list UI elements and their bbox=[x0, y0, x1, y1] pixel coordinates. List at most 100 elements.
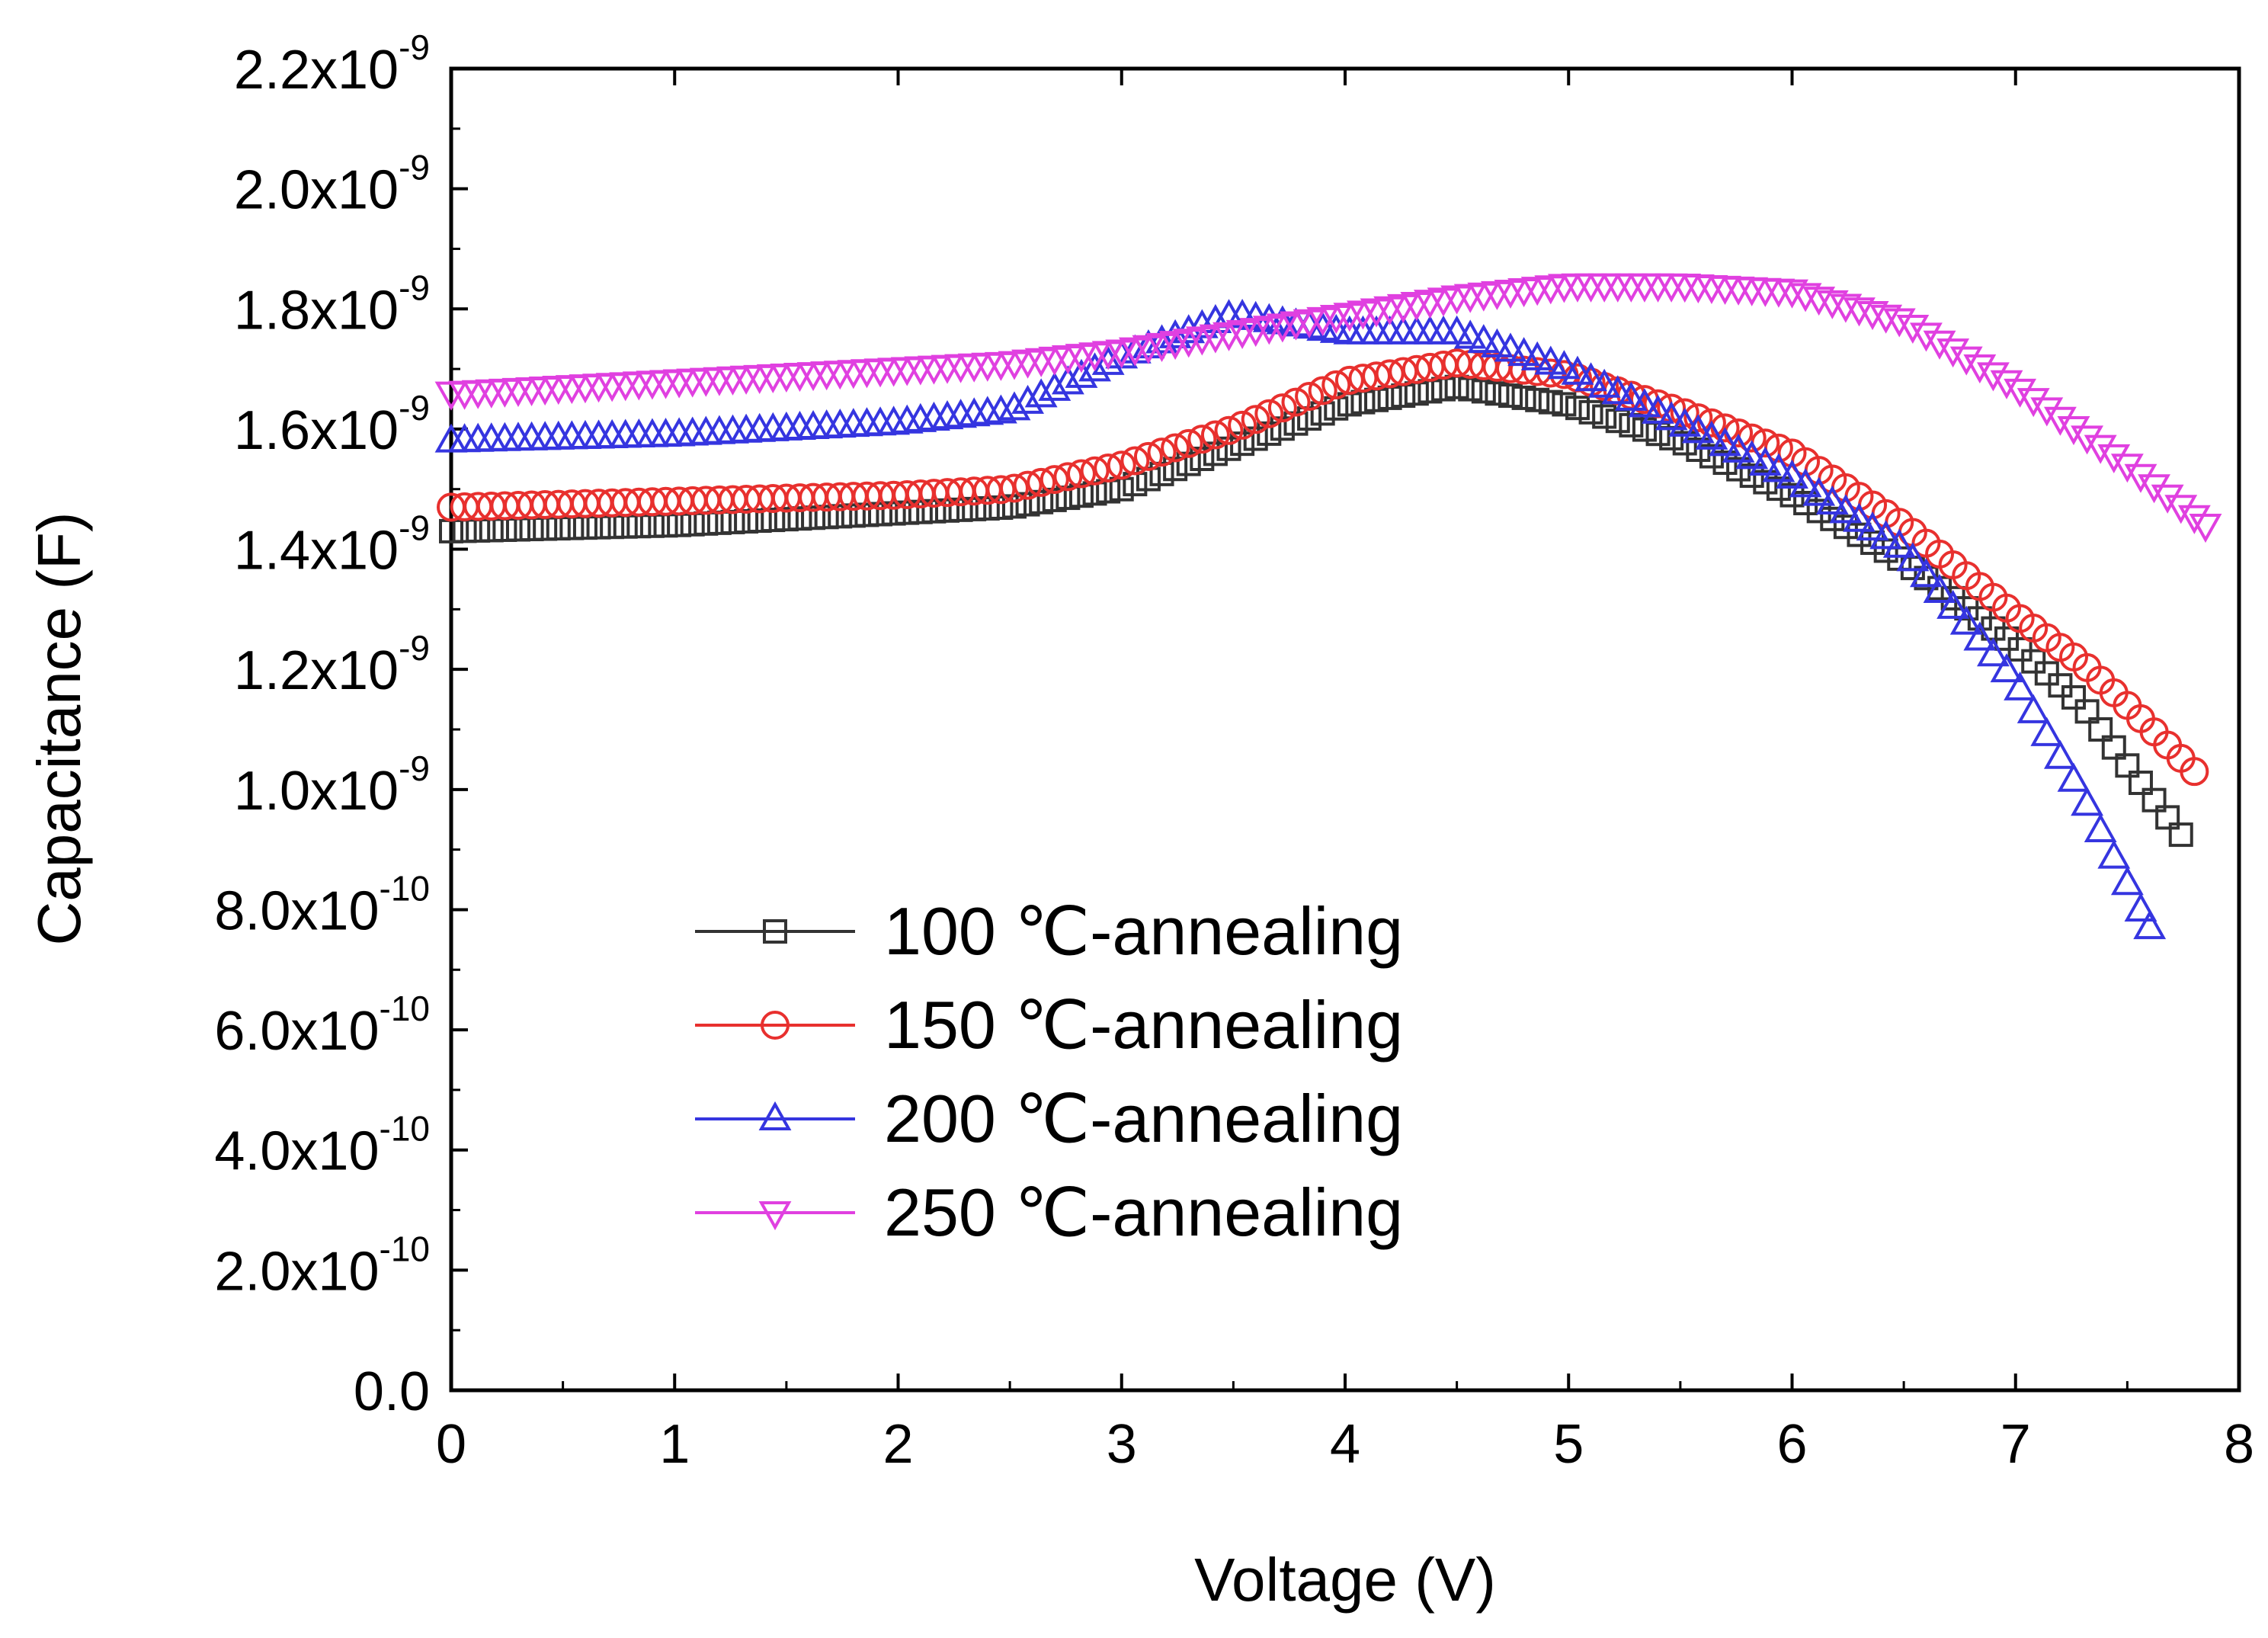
data-point bbox=[1065, 358, 1098, 388]
y-tick-label: 0.0 bbox=[354, 1361, 430, 1422]
x-tick-label: 8 bbox=[2224, 1414, 2254, 1475]
legend: 100 ℃-annealing 150 ℃-annealing 200 ℃-anne… bbox=[695, 893, 1403, 1250]
data-point bbox=[2168, 822, 2193, 848]
data-point bbox=[868, 502, 893, 527]
data-point bbox=[1949, 346, 1983, 376]
y-tick-mantissa: 1.0x10 bbox=[234, 761, 399, 822]
data-point bbox=[774, 507, 799, 532]
data-point bbox=[1843, 297, 1876, 327]
y-tick-label: 6.0x10-10 bbox=[214, 989, 430, 1062]
y-tick-mantissa: 1.4x10 bbox=[234, 521, 399, 582]
x-axis-title: Voltage (V) bbox=[1194, 1546, 1496, 1614]
y-tick-exponent: -9 bbox=[399, 628, 430, 668]
legend-item: 150 ℃-annealing bbox=[695, 987, 1403, 1063]
y-tick-mantissa: 1.2x10 bbox=[234, 640, 399, 701]
data-point bbox=[1695, 420, 1728, 450]
data-point bbox=[1053, 462, 1083, 492]
data-point bbox=[841, 503, 866, 528]
data-point bbox=[2141, 787, 2167, 813]
data-point bbox=[1511, 385, 1536, 410]
x-axis-ticks: 0 1 2 3 4 5 6 7 8 bbox=[436, 69, 2254, 1475]
data-point bbox=[1642, 394, 1674, 424]
data-point bbox=[1802, 476, 1836, 506]
data-point bbox=[2074, 699, 2100, 724]
data-point bbox=[1739, 463, 1764, 489]
y-tick-mantissa: 0.0 bbox=[354, 1361, 430, 1422]
data-point bbox=[1789, 468, 1822, 498]
data-point bbox=[1860, 531, 1885, 556]
data-point bbox=[1415, 352, 1445, 382]
data-point bbox=[2138, 474, 2170, 504]
data-point bbox=[1820, 506, 1845, 531]
y-tick-label: 4.0x10-10 bbox=[214, 1109, 430, 1182]
data-point bbox=[1038, 371, 1072, 401]
data-point bbox=[1107, 450, 1136, 480]
y-tick-label: 1.2x10-9 bbox=[234, 628, 430, 701]
data-point bbox=[828, 504, 853, 529]
data-series bbox=[434, 273, 2222, 940]
data-point bbox=[1628, 388, 1661, 418]
data-point bbox=[1856, 511, 1889, 541]
data-point bbox=[1655, 401, 1688, 431]
data-point bbox=[814, 505, 839, 530]
data-point bbox=[1882, 528, 1916, 558]
data-point bbox=[1722, 433, 1755, 463]
data-point bbox=[1375, 359, 1405, 389]
data-point bbox=[1295, 382, 1325, 412]
data-point bbox=[1681, 414, 1715, 444]
data-point bbox=[2030, 397, 2064, 427]
data-point bbox=[2115, 753, 2140, 778]
x-tick-label: 1 bbox=[659, 1414, 690, 1475]
data-point bbox=[1699, 444, 1724, 469]
data-point bbox=[1453, 319, 1487, 349]
data-point bbox=[1923, 573, 1956, 604]
data-point bbox=[1308, 376, 1337, 405]
legend-item: 100 ℃-annealing bbox=[695, 893, 1403, 969]
data-point bbox=[1440, 315, 1474, 345]
data-point bbox=[1712, 450, 1738, 476]
y-tick-mantissa: 2.0x10 bbox=[234, 160, 399, 221]
data-point bbox=[1091, 345, 1125, 375]
legend-item: 200 ℃-annealing bbox=[695, 1081, 1403, 1156]
data-point bbox=[1040, 465, 1069, 495]
data-point bbox=[2057, 762, 2090, 792]
data-point bbox=[984, 394, 1017, 424]
y-tick-exponent: -9 bbox=[399, 388, 430, 428]
series-square bbox=[439, 374, 2193, 848]
data-point bbox=[1080, 456, 1110, 486]
data-point bbox=[1614, 381, 1648, 411]
y-tick-exponent: -9 bbox=[399, 748, 430, 788]
series-triangle-up bbox=[434, 298, 2167, 940]
data-point bbox=[2017, 694, 2050, 723]
data-point bbox=[2101, 735, 2126, 760]
data-point bbox=[2043, 406, 2077, 436]
y-tick-label: 1.0x10-9 bbox=[234, 748, 430, 822]
y-tick-exponent: -9 bbox=[399, 508, 430, 548]
data-point bbox=[1833, 514, 1858, 540]
data-point bbox=[2088, 717, 2113, 742]
data-point bbox=[1094, 453, 1123, 482]
data-point bbox=[1174, 428, 1203, 458]
data-point bbox=[1843, 502, 1876, 532]
data-point bbox=[1565, 396, 1590, 421]
data-point bbox=[1815, 290, 1849, 319]
data-point bbox=[1401, 354, 1431, 384]
data-point bbox=[2084, 813, 2117, 842]
data-point bbox=[1051, 365, 1084, 395]
legend-item: 250 ℃-annealing bbox=[695, 1175, 1403, 1250]
data-point bbox=[1228, 410, 1257, 440]
y-tick-exponent: -9 bbox=[399, 148, 430, 188]
data-point bbox=[1829, 293, 1863, 323]
y-tick-exponent: -9 bbox=[399, 268, 430, 307]
data-point bbox=[1561, 355, 1594, 385]
data-point bbox=[1498, 383, 1523, 409]
data-point bbox=[921, 498, 947, 524]
data-point bbox=[1147, 438, 1177, 467]
y-axis-title: Capacitance (F) bbox=[25, 511, 93, 945]
y-tick-label: 8.0x10-10 bbox=[214, 868, 430, 941]
data-point bbox=[895, 500, 920, 525]
x-tick-label: 6 bbox=[1776, 1414, 1807, 1475]
data-point bbox=[2110, 454, 2144, 483]
data-point bbox=[1538, 389, 1563, 415]
data-point bbox=[1133, 441, 1163, 471]
